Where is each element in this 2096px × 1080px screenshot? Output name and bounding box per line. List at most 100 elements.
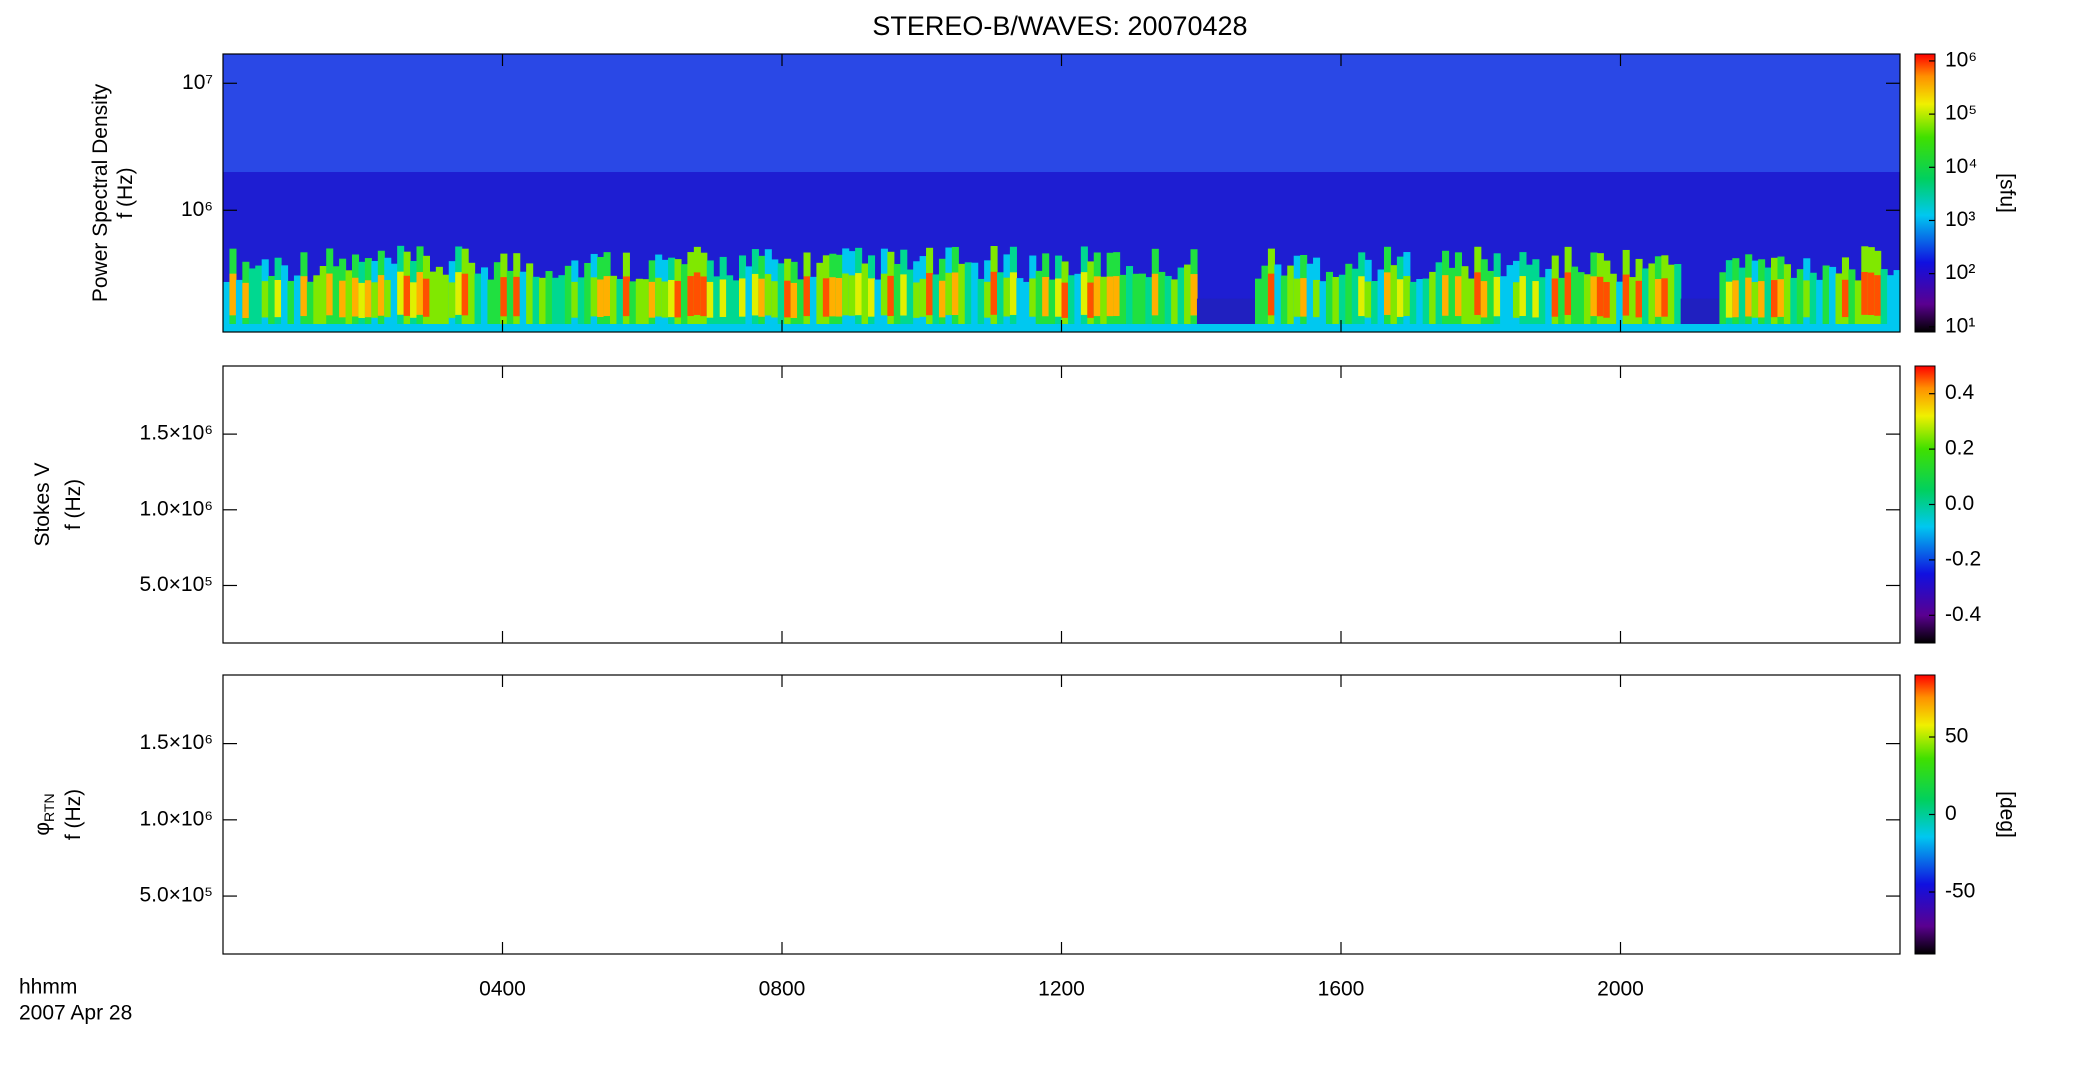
spectrogram-cell: [880, 273, 888, 316]
x-axis-label: 2007 Apr 28: [19, 1002, 132, 1025]
spectrogram-cell: [1803, 280, 1811, 318]
spectrogram-cell: [739, 278, 747, 317]
colorbar-tick-label: -0.2: [1945, 547, 1981, 570]
spectrogram-cell: [900, 274, 908, 316]
spectrogram-cell: [474, 273, 482, 332]
spectrogram-cell: [1538, 277, 1546, 332]
spectrogram-cell: [1003, 277, 1011, 317]
spectrogram-cell: [1196, 298, 1204, 332]
spectrogram-cell: [1558, 277, 1566, 332]
spectrogram-cell: [1145, 277, 1153, 332]
spectrogram-cell: [506, 270, 514, 332]
spectrogram-cell: [1403, 276, 1411, 317]
spectrogram-cell: [564, 265, 572, 332]
spectrogram-cell: [616, 278, 624, 332]
spectrogram-cell: [577, 277, 585, 332]
spectrogram-cell: [1158, 271, 1166, 332]
spectrogram-cell: [416, 272, 424, 315]
spectrogram-cell: [532, 276, 540, 332]
spectrogram-cell: [1055, 278, 1063, 317]
spectrogram-cell: [1396, 279, 1404, 317]
spectrogram-cell: [1783, 264, 1791, 332]
y-axis-label-text: f (Hz): [114, 167, 137, 218]
spectrogram-cell: [1829, 266, 1837, 332]
spectrogram-cell: [816, 262, 824, 332]
spectrogram-cell: [281, 265, 289, 332]
x-tick-label: 1600: [1318, 978, 1365, 1001]
spectrogram-cell: [784, 280, 792, 318]
spectrogram-cell: [1719, 272, 1727, 332]
spectrogram-cell: [1332, 276, 1340, 332]
spectrogram-cell: [1119, 274, 1127, 332]
spectrogram-cell: [1622, 274, 1630, 316]
spectrogram-cell: [977, 278, 985, 332]
colorbar-tick-label: 0.2: [1945, 437, 1974, 460]
spectrogram-cell: [1648, 263, 1656, 332]
spectrogram-cell: [293, 275, 301, 332]
spectrogram-cell: [1325, 271, 1333, 332]
spectrogram-cell: [584, 262, 592, 332]
spectrogram-cell: [1609, 273, 1617, 332]
spectrogram-cell: [513, 276, 521, 317]
spectrogram-cell: [339, 280, 347, 318]
spectrogram-cell: [1712, 298, 1720, 332]
spectrogram-cell: [1216, 298, 1224, 332]
spectrogram-cell: [1390, 265, 1398, 332]
spectrogram-cell: [410, 282, 418, 318]
spectrogram-cell: [719, 279, 727, 317]
spectrogram-cell: [990, 271, 998, 315]
spectrogram-cell: [545, 271, 553, 332]
spectrogram-cell: [422, 278, 430, 317]
colorbar-tick-label: -0.4: [1945, 603, 1982, 626]
y-tick-label: 10⁶: [181, 198, 213, 221]
spectrogram-cell: [455, 272, 463, 315]
spectrogram-cell: [913, 282, 921, 318]
spectrogram-cell: [855, 273, 863, 316]
spectrogram-cell: [551, 277, 559, 332]
spectrogram-cell: [938, 280, 946, 318]
spectrogram-cell: [1771, 280, 1779, 318]
spectrogram-cell: [1190, 274, 1198, 316]
spectrogram-cell: [571, 281, 579, 318]
y-tick-label: 1.0×10⁶: [140, 807, 213, 830]
spectrogram-cell: [1596, 276, 1604, 317]
spectrogram-cell: [403, 275, 411, 316]
spectrogram-cell: [1113, 276, 1121, 317]
spectrogram-cell: [713, 276, 721, 332]
spectrogram-cell: [1080, 272, 1088, 315]
spectrogram-cell: [1751, 282, 1759, 318]
spectrogram-cell: [1164, 275, 1172, 332]
spectrogram-cell: [1184, 264, 1192, 332]
y-axis-label-text: f (Hz): [62, 479, 85, 530]
spectrogram-cell: [1674, 264, 1682, 332]
spectrogram-cell: [1700, 298, 1708, 332]
spectrogram-cell: [1048, 279, 1056, 332]
spectrogram-cell: [274, 279, 282, 318]
spectrogram-cell: [687, 276, 695, 317]
spectrogram-cell: [1171, 279, 1179, 332]
spectrogram-cell: [1293, 278, 1301, 317]
colorbar-tick-label: 50: [1945, 725, 1968, 748]
plot-frame: [222, 674, 1901, 955]
spectrogram-cell: [229, 273, 237, 316]
spectrogram-cell: [377, 275, 385, 316]
spectrogram-cell: [926, 273, 934, 316]
spectrogram-cell: [242, 282, 250, 318]
spectrogram-cell: [255, 265, 263, 332]
x-tick-label: 0400: [479, 978, 526, 1001]
spectrogram-cell: [1880, 269, 1888, 332]
spectrogram-cell: [1841, 279, 1849, 318]
spectrogram-cell: [1758, 281, 1766, 318]
spectrogram-cell: [829, 277, 837, 317]
spectrogram-cell: [519, 271, 527, 332]
spectrogram-cell: [764, 274, 772, 316]
spectrogram-cell: [1790, 277, 1798, 332]
colorbar-tick-label: 0.0: [1945, 492, 1974, 515]
spectrogram-cell: [371, 282, 379, 318]
spectrogram-cell: [1274, 264, 1282, 332]
spectrogram-cell: [261, 281, 269, 318]
spectrogram-cell: [1680, 298, 1688, 332]
spectrogram-cell: [932, 274, 940, 332]
spectrogram-cell: [1358, 276, 1366, 317]
